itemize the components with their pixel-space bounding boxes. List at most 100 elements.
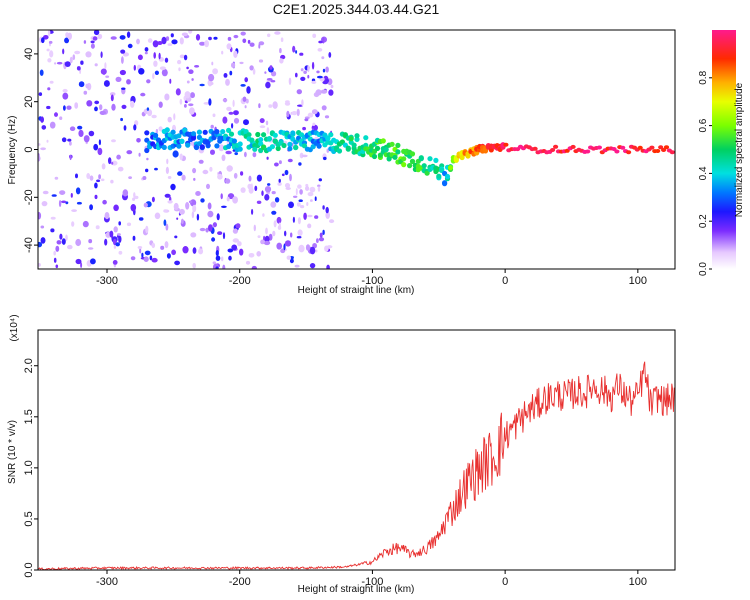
spectrogram-noise-cell <box>86 100 93 107</box>
spectrogram-noise-cell <box>247 39 251 44</box>
spectrogram-noise-cell <box>284 101 291 106</box>
spectrogram-noise-cell <box>65 234 68 241</box>
spectrogram-noise-cell <box>126 79 131 85</box>
spectrogram-noise-cell <box>142 176 147 180</box>
spectrogram-noise-cell <box>63 105 66 111</box>
spectrogram-noise-cell <box>211 61 214 66</box>
spectrogram-noise-cell <box>70 193 73 198</box>
spectrogram-noise-cell <box>314 196 317 201</box>
spectrogram-noise-cell <box>166 158 169 165</box>
spectrogram-noise-cell <box>50 228 55 233</box>
top-y-tick-label: -20 <box>23 189 35 205</box>
spectrogram-noise-cell <box>272 230 276 237</box>
spectrogram-ridge-cell <box>626 150 632 155</box>
spectrogram-noise-cell <box>271 210 277 215</box>
spectrogram-noise-cell <box>284 183 291 188</box>
spectrogram-noise-cell <box>316 238 319 244</box>
spectrogram-ridge-cell <box>196 129 202 135</box>
spectrogram-noise-cell <box>67 32 72 40</box>
spectrogram-noise-cell <box>145 225 149 234</box>
spectrogram-noise-cell <box>287 158 293 163</box>
spectrogram-noise-cell <box>171 39 178 45</box>
spectrogram-noise-cell <box>299 152 304 159</box>
spectrogram-noise-cell <box>121 104 127 109</box>
spectrogram-noise-cell <box>210 149 215 155</box>
spectrogram-noise-cell <box>118 235 122 243</box>
spectrogram-noise-cell <box>191 78 194 81</box>
spectrogram-noise-cell <box>136 38 140 45</box>
spectrogram-noise-cell <box>90 43 95 49</box>
spectrogram-noise-cell <box>264 186 272 193</box>
spectrogram-noise-cell <box>132 197 136 201</box>
spectrogram-noise-cell <box>293 195 298 198</box>
spectrogram-noise-cell <box>43 35 49 40</box>
spectrogram-noise-cell <box>112 260 118 265</box>
spectrogram-noise-cell <box>189 107 195 115</box>
spectrogram-noise-cell <box>283 243 286 251</box>
spectrogram-noise-cell <box>284 230 287 237</box>
spectrogram-noise-cell <box>83 135 90 143</box>
snr-background <box>38 330 675 570</box>
spectrogram-noise-cell <box>296 202 301 207</box>
spectrogram-ridge-cell <box>503 142 509 147</box>
spectrogram-ridge-cell <box>193 144 200 151</box>
spectrogram-noise-cell <box>314 249 318 253</box>
spectrogram-ridge-cell <box>310 144 316 150</box>
spectrogram-noise-cell <box>169 78 172 84</box>
spectrogram-noise-cell <box>212 113 216 118</box>
spectrogram-noise-cell <box>74 50 81 55</box>
spectrogram-noise-cell <box>53 250 56 256</box>
spectrogram-noise-cell <box>279 48 282 54</box>
spectrogram-noise-cell <box>85 51 92 58</box>
top-y-axis: -40 -20 0 20 40 <box>23 48 38 253</box>
spectrogram-noise-cell <box>76 201 82 205</box>
spectrogram-noise-cell <box>151 114 157 119</box>
spectrogram-noise-cell <box>295 188 298 196</box>
spectrogram-noise-cell <box>185 202 190 210</box>
snr-series-line <box>38 361 675 570</box>
spectrogram-noise-cell <box>264 71 267 74</box>
spectrogram-noise-cell <box>75 258 82 265</box>
spectrogram-noise-cell <box>244 151 247 158</box>
spectrogram-noise-cell <box>181 218 184 224</box>
spectrogram-ridge-cell <box>418 155 424 161</box>
bottom-y-tick-label: 1.0 <box>23 460 35 475</box>
bottom-y-tick-label: 0.0 <box>23 562 35 577</box>
spectrogram-noise-cell <box>54 176 59 180</box>
spectrogram-noise-cell <box>256 174 262 182</box>
spectrogram-noise-cell <box>274 197 280 203</box>
top-y-tick-label: 20 <box>23 96 35 108</box>
spectrogram-noise-cell <box>118 221 121 226</box>
spectrogram-noise-cell <box>268 233 273 241</box>
spectrogram-noise-cell <box>300 205 305 209</box>
spectrogram-noise-cell <box>151 242 156 249</box>
spectrogram-noise-cell <box>158 52 161 60</box>
colorbar-tick-label: 0.8 <box>698 70 709 84</box>
spectrogram-noise-cell <box>317 186 321 192</box>
spectrogram-ridge-cell <box>190 131 197 137</box>
spectrogram-noise-cell <box>116 154 121 160</box>
spectrogram-noise-cell <box>186 80 190 84</box>
spectrogram-noise-cell <box>190 232 197 238</box>
spectrogram-noise-cell <box>109 92 116 96</box>
spectrogram-noise-cell <box>192 247 197 254</box>
spectrogram-noise-cell <box>90 40 95 44</box>
spectrogram-noise-cell <box>222 264 226 269</box>
spectrogram-ridge-cell <box>153 132 159 138</box>
spectrogram-noise-cell <box>195 34 201 41</box>
spectrogram-noise-cell <box>98 139 101 146</box>
spectrogram-noise-cell <box>127 43 133 49</box>
spectrogram-noise-cell <box>177 59 182 65</box>
spectrogram-noise-cell <box>161 68 168 77</box>
spectrogram-noise-cell <box>167 43 173 46</box>
spectrogram-noise-cell <box>188 103 194 107</box>
top-y-tick-label: 40 <box>23 48 35 60</box>
spectrogram-noise-cell <box>274 162 279 167</box>
spectrogram-noise-cell <box>202 169 209 175</box>
spectrogram-noise-cell <box>152 73 155 80</box>
spectrogram-noise-cell <box>261 190 264 196</box>
spectrogram-noise-cell <box>233 117 240 124</box>
spectrogram-noise-cell <box>240 171 244 176</box>
spectrogram-ridge-cell <box>655 149 661 153</box>
spectrogram-noise-cell <box>177 171 183 176</box>
